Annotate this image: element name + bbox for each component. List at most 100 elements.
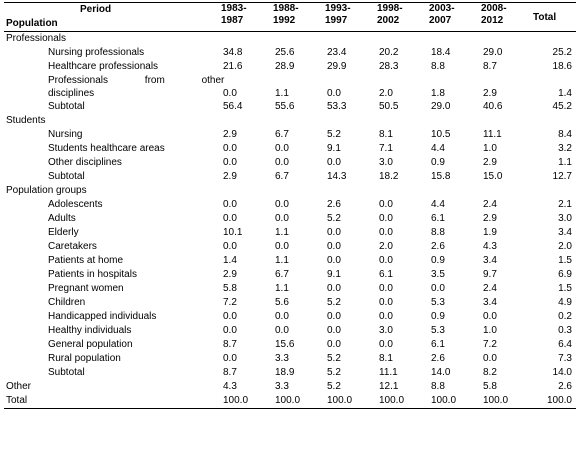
cell-value: 5.2 (327, 129, 341, 140)
cell-total (533, 114, 576, 128)
cell-value: 0.0 (275, 213, 289, 224)
row-label: Adults (48, 213, 76, 224)
cell-value: 8.1 (379, 129, 393, 140)
cell-value: 0.0 (327, 227, 341, 238)
cell-value: 2.6 (431, 353, 445, 364)
col-1993-1997: 1993- 1997 (325, 2, 377, 32)
table-row: Caretakers 0.0 0.0 0.0 2.0 2.6 4.3 2.0 (4, 240, 576, 254)
cell-value: 21.6 (223, 61, 243, 72)
cell-value: 0.0 (275, 157, 289, 168)
cell-value (377, 31, 429, 46)
cell-value: 6.1 (431, 213, 445, 224)
cell-value: 2.0 (379, 88, 393, 99)
cell-value: 2.9 (223, 269, 237, 280)
cell-value (377, 114, 429, 128)
cell-value: 100.0 (325, 394, 377, 409)
cell-value: 0.0 (327, 325, 341, 336)
row-label: Elderly (48, 227, 79, 238)
cell-value: 20.2 (379, 47, 399, 58)
cell-value: 0.0 (223, 213, 237, 224)
cell-value: 8.7 (483, 61, 497, 72)
cell-value (377, 184, 429, 198)
cell-value: 100.0 (221, 394, 273, 409)
data-table: Period 1983- 1987 1988- 1992 1993- 1997 … (4, 2, 576, 409)
cell-value: 0.0 (275, 311, 289, 322)
cell-value: 0.0 (223, 88, 237, 99)
cell-value: 2.9 (483, 157, 497, 168)
cell-value: 7.2 (223, 297, 237, 308)
row-label: Patients in hospitals (48, 269, 137, 280)
cell-value: 0.0 (379, 297, 393, 308)
cell-value: 5.8 (483, 381, 497, 392)
table-row: Patients at home 1.4 1.1 0.0 0.0 0.9 3.4 1.5 (4, 254, 576, 268)
subtotal-row: Subtotal 56.4 55.6 53.3 50.5 29.0 40.6 45.2 (4, 100, 576, 114)
cell-value: 15.0 (483, 171, 503, 182)
cell-total: 2.6 (558, 381, 572, 392)
cell-value: 0.0 (275, 241, 289, 252)
table-row: Professionals from other disciplines 0.0 1.… (4, 74, 576, 100)
cell-value: 0.0 (327, 311, 341, 322)
section-header: Population groups (4, 184, 576, 198)
cell-value: 3.4 (483, 297, 497, 308)
cell-value (481, 114, 533, 128)
row-label: Professionals (4, 31, 221, 46)
cell-total: 25.2 (552, 47, 572, 58)
cell-value: 0.0 (483, 311, 497, 322)
cell-total: 3.2 (558, 143, 572, 154)
cell-value: 8.7 (223, 339, 237, 350)
cell-value: 0.0 (327, 241, 341, 252)
table-row: Elderly 10.1 1.1 0.0 0.0 8.8 1.9 3.4 (4, 226, 576, 240)
cell-value: 4.4 (431, 143, 445, 154)
cell-value: 40.6 (483, 101, 503, 112)
cell-value: 100.0 (273, 394, 325, 409)
cell-value: 8.8 (431, 381, 445, 392)
cell-total: 8.4 (558, 129, 572, 140)
table-row: Healthcare professionals 21.6 28.9 29.9 28.3… (4, 60, 576, 74)
cell-value: 3.0 (379, 325, 393, 336)
cell-value (429, 114, 481, 128)
cell-total: 1.1 (558, 157, 572, 168)
cell-value: 2.6 (431, 241, 445, 252)
table-row: Nursing professionals 34.8 25.6 23.4 20.2 18.… (4, 46, 576, 60)
cell-value: 5.2 (327, 353, 341, 364)
cell-value: 15.8 (431, 171, 451, 182)
row-label: Total (4, 394, 221, 409)
cell-value: 28.9 (275, 61, 295, 72)
cell-value: 0.0 (327, 88, 341, 99)
col-1998-2002: 1998- 2002 (377, 2, 429, 32)
cell-value: 3.3 (275, 353, 289, 364)
cell-value: 7.2 (483, 339, 497, 350)
cell-value: 100.0 (429, 394, 481, 409)
cell-total: 1.5 (558, 255, 572, 266)
cell-value: 0.9 (431, 311, 445, 322)
col-2008-2012: 2008- 2012 (481, 2, 533, 32)
cell-value: 6.7 (275, 129, 289, 140)
row-label: Caretakers (48, 241, 97, 252)
cell-value: 5.2 (327, 213, 341, 224)
col-2003-2007: 2003- 2007 (429, 2, 481, 32)
cell-value: 0.9 (431, 157, 445, 168)
cell-total: 14.0 (552, 367, 572, 378)
cell-value: 29.0 (431, 101, 451, 112)
cell-value (429, 184, 481, 198)
cell-value: 0.0 (275, 143, 289, 154)
row-label: Subtotal (48, 101, 85, 112)
cell-value: 53.3 (327, 101, 347, 112)
cell-value: 5.8 (223, 283, 237, 294)
cell-value: 28.3 (379, 61, 399, 72)
cell-value: 2.0 (379, 241, 393, 252)
row-label: Other (6, 381, 32, 392)
cell-value: 3.5 (431, 269, 445, 280)
col-1983-1987: 1983- 1987 (221, 2, 273, 32)
cell-total: 1.5 (558, 283, 572, 294)
cell-value (481, 31, 533, 46)
cell-value: 55.6 (275, 101, 295, 112)
table-row: Pregnant women 5.8 1.1 0.0 0.0 0.0 2.4 1.5 (4, 282, 576, 296)
subtotal-row: Subtotal 2.9 6.7 14.3 18.2 15.8 15.0 12.7 (4, 170, 576, 184)
cell-value: 4.4 (431, 199, 445, 210)
cell-value: 0.0 (379, 283, 393, 294)
cell-value: 5.6 (275, 297, 289, 308)
cell-total: 3.0 (558, 213, 572, 224)
cell-value: 6.7 (275, 171, 289, 182)
cell-value: 0.0 (379, 213, 393, 224)
